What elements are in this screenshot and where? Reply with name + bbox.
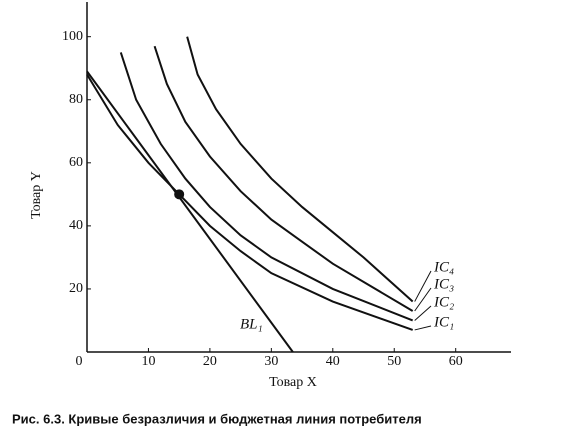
y-tick-label: 80 [69,92,83,107]
y-axis-label: Товар Y [29,171,44,219]
curve [86,70,294,353]
curve [119,52,414,322]
y-tick-label: 40 [69,218,83,233]
y-tick-label: 20 [69,281,83,296]
curve [153,45,414,312]
y-tick-label: 100 [62,29,83,44]
caption: Рис. 6.3. Кривые безразличия и бюджетная… [12,411,422,426]
leader-line [414,287,432,312]
point [174,189,185,200]
x-axis-label: Товар X [269,375,317,390]
legend-label: BL₁ [240,316,263,332]
x-tick-label: 10 [141,354,155,369]
x-tick-label: 50 [387,354,401,369]
leader-line [414,305,432,321]
x-tick-label: 20 [203,354,217,369]
x-tick-label: 40 [326,354,340,369]
x-tick-label: 60 [449,354,463,369]
leader-line [414,270,432,302]
legend-label: IC₁ [433,314,454,330]
legend-label: IC₄ [433,259,454,275]
x-tick-label: 0 [76,354,83,369]
legend-label: IC₂ [433,294,454,310]
leader-line [414,325,432,331]
legend-label: IC₃ [433,276,454,292]
y-tick-label: 60 [69,155,83,170]
x-tick-label: 30 [264,354,278,369]
curve [186,36,414,303]
curve [86,74,414,331]
